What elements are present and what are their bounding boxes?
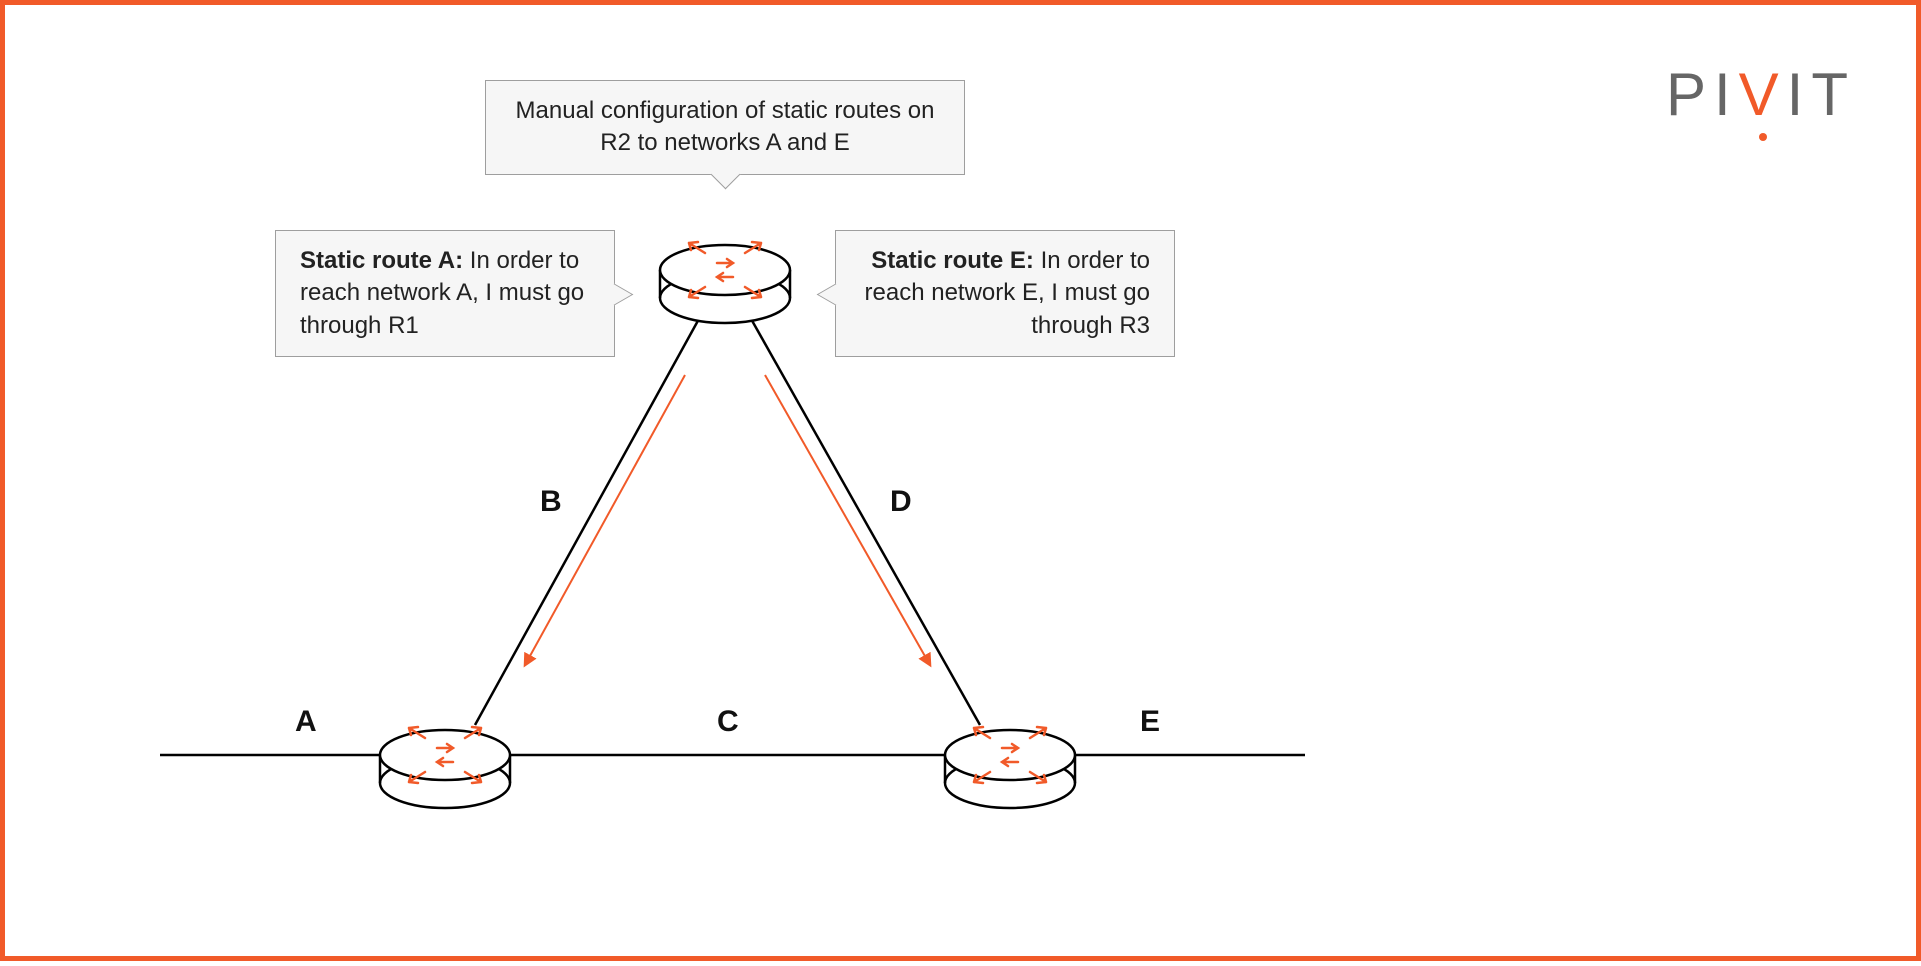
router-label-R1: R1 (405, 780, 485, 806)
route-arrows (525, 375, 930, 665)
segment-label-E: E (1140, 705, 1160, 739)
logo-letter-i2: I (1787, 61, 1812, 128)
logo-letter-i: I (1714, 61, 1739, 128)
callout-pointer-icon (596, 283, 634, 305)
callout-pointer-icon (817, 283, 855, 305)
logo-letter-p: P (1666, 61, 1714, 128)
link-label-B: B (540, 485, 562, 519)
link-label-D: D (890, 485, 912, 519)
logo-letter-v: V (1739, 60, 1787, 129)
logo-letter-t: T (1811, 61, 1856, 128)
router-label-R2: R2 (685, 295, 765, 321)
diagram-frame: PIVIT Manual configuration of static rou… (0, 0, 1921, 961)
link-lines (160, 317, 1305, 755)
brand-logo: PIVIT (1666, 60, 1856, 129)
callout-right: Static route E: In order to reach networ… (835, 230, 1175, 357)
router-label-R3: R3 (970, 780, 1050, 806)
callout-pointer-icon (711, 159, 741, 189)
callout-left: Static route A: In order to reach networ… (275, 230, 615, 357)
callout-right-bold: Static route E: (871, 247, 1034, 274)
callout-top: Manual configuration of static routes on… (485, 80, 965, 175)
logo-dot-icon (1759, 133, 1767, 141)
callout-top-text: Manual configuration of static routes on… (516, 97, 935, 156)
link-label-C: C (717, 705, 739, 739)
callout-left-bold: Static route A: (300, 247, 463, 274)
segment-label-A: A (295, 705, 317, 739)
